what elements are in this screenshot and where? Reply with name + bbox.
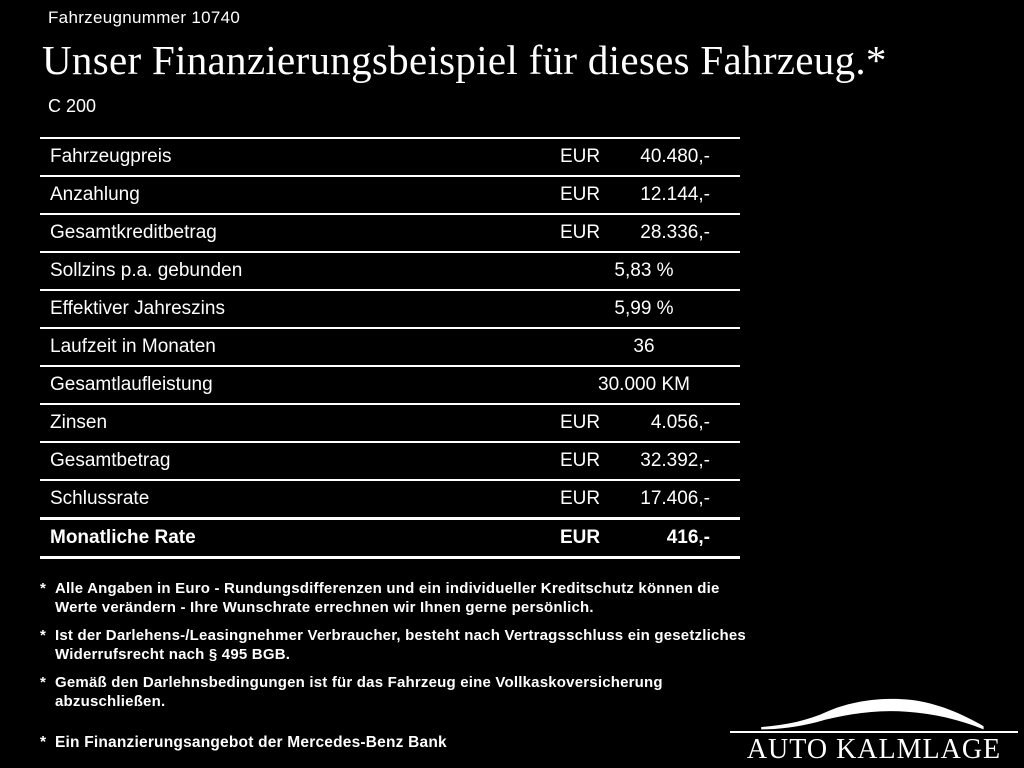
table-row: Gesamtkreditbetrag EUR 28.336,- — [40, 212, 740, 251]
row-currency: EUR — [560, 221, 601, 243]
row-value: 30.000 KM — [598, 373, 690, 395]
table-row: Gesamtbetrag EUR 32.392,- — [40, 440, 740, 479]
footnote-text: Ist der Darlehens-/Leasingnehmer Verbrau… — [55, 626, 746, 664]
footnotes: * Alle Angaben in Euro - Rundungsdiffere… — [40, 579, 1024, 712]
offer-note: * Ein Finanzierungsangebot der Mercedes-… — [40, 734, 1024, 752]
table-row: Gesamtlaufleistung 30.000 KM — [40, 364, 740, 403]
dealer-logo: AUTO KALMLAGE — [728, 691, 1020, 766]
row-value: 36 — [633, 335, 655, 357]
row-currency: EUR — [560, 183, 601, 205]
footnote: * Ist der Darlehens-/Leasingnehmer Verbr… — [40, 626, 752, 665]
row-currency: EUR — [560, 449, 601, 471]
table-row: Schlussrate EUR 17.406,- — [40, 478, 740, 517]
table-row: Effektiver Jahreszins 5,99 % — [40, 288, 740, 327]
row-currency: EUR — [560, 411, 601, 433]
dealer-name: AUTO KALMLAGE — [746, 733, 1002, 765]
row-label: Zinsen — [50, 411, 108, 433]
row-label: Gesamtbetrag — [50, 449, 171, 471]
row-value: 28.336,- — [640, 221, 710, 243]
row-label: Anzahlung — [50, 183, 140, 205]
table-row: Monatliche Rate EUR 416,- — [40, 516, 740, 559]
row-value: 17.406,- — [640, 487, 710, 509]
vehicle-number: Fahrzeugnummer 10740 — [48, 8, 241, 27]
footnote: * Alle Angaben in Euro - Rundungsdiffere… — [40, 579, 752, 618]
row-value: 5,83 % — [614, 259, 674, 281]
footnote-star: * — [40, 579, 47, 597]
row-label: Effektiver Jahreszins — [50, 297, 225, 319]
row-currency: EUR — [560, 487, 601, 509]
row-label: Laufzeit in Monaten — [50, 335, 216, 357]
row-label: Fahrzeugpreis — [50, 145, 172, 167]
logo-divider — [730, 730, 1018, 733]
page-title: Unser Finanzierungsbeispiel für dieses F… — [42, 37, 887, 83]
vehicle-model: C 200 — [48, 95, 97, 116]
row-label: Monatliche Rate — [50, 526, 196, 548]
offer-note-text: Ein Finanzierungsangebot der Mercedes-Be… — [55, 733, 447, 751]
car-silhouette-icon — [761, 698, 984, 730]
table-row: Fahrzeugpreis EUR 40.480,- — [40, 136, 740, 175]
footnote-star: * — [40, 673, 47, 691]
row-label: Sollzins p.a. gebunden — [50, 259, 243, 281]
table-row: Zinsen EUR 4.056,- — [40, 402, 740, 441]
footnote-text: Gemäß den Darlehnsbedingungen ist für da… — [55, 673, 663, 711]
row-label: Schlussrate — [50, 487, 150, 509]
row-label: Gesamtkreditbetrag — [50, 221, 217, 243]
row-value: 40.480,- — [640, 145, 710, 167]
footnote-text: Alle Angaben in Euro - Rundungsdifferenz… — [55, 579, 720, 617]
row-currency: EUR — [560, 145, 601, 167]
row-value: 4.056,- — [650, 411, 710, 433]
finance-table: Fahrzeugpreis EUR 40.480,- Anzahlung EUR… — [40, 136, 740, 559]
table-row: Anzahlung EUR 12.144,- — [40, 174, 740, 213]
row-value: 5,99 % — [614, 297, 674, 319]
footnote: * Gemäß den Darlehnsbedingungen ist für … — [40, 673, 752, 712]
row-value: 32.392,- — [640, 449, 710, 471]
row-currency: EUR — [560, 526, 601, 548]
table-row: Sollzins p.a. gebunden 5,83 % — [40, 250, 740, 289]
row-value: 12.144,- — [640, 183, 710, 205]
row-label: Gesamtlaufleistung — [50, 373, 213, 395]
row-value: 416,- — [666, 526, 710, 548]
offer-note-star: * — [40, 733, 47, 751]
footnote-star: * — [40, 626, 47, 644]
table-row: Laufzeit in Monaten 36 — [40, 326, 740, 365]
